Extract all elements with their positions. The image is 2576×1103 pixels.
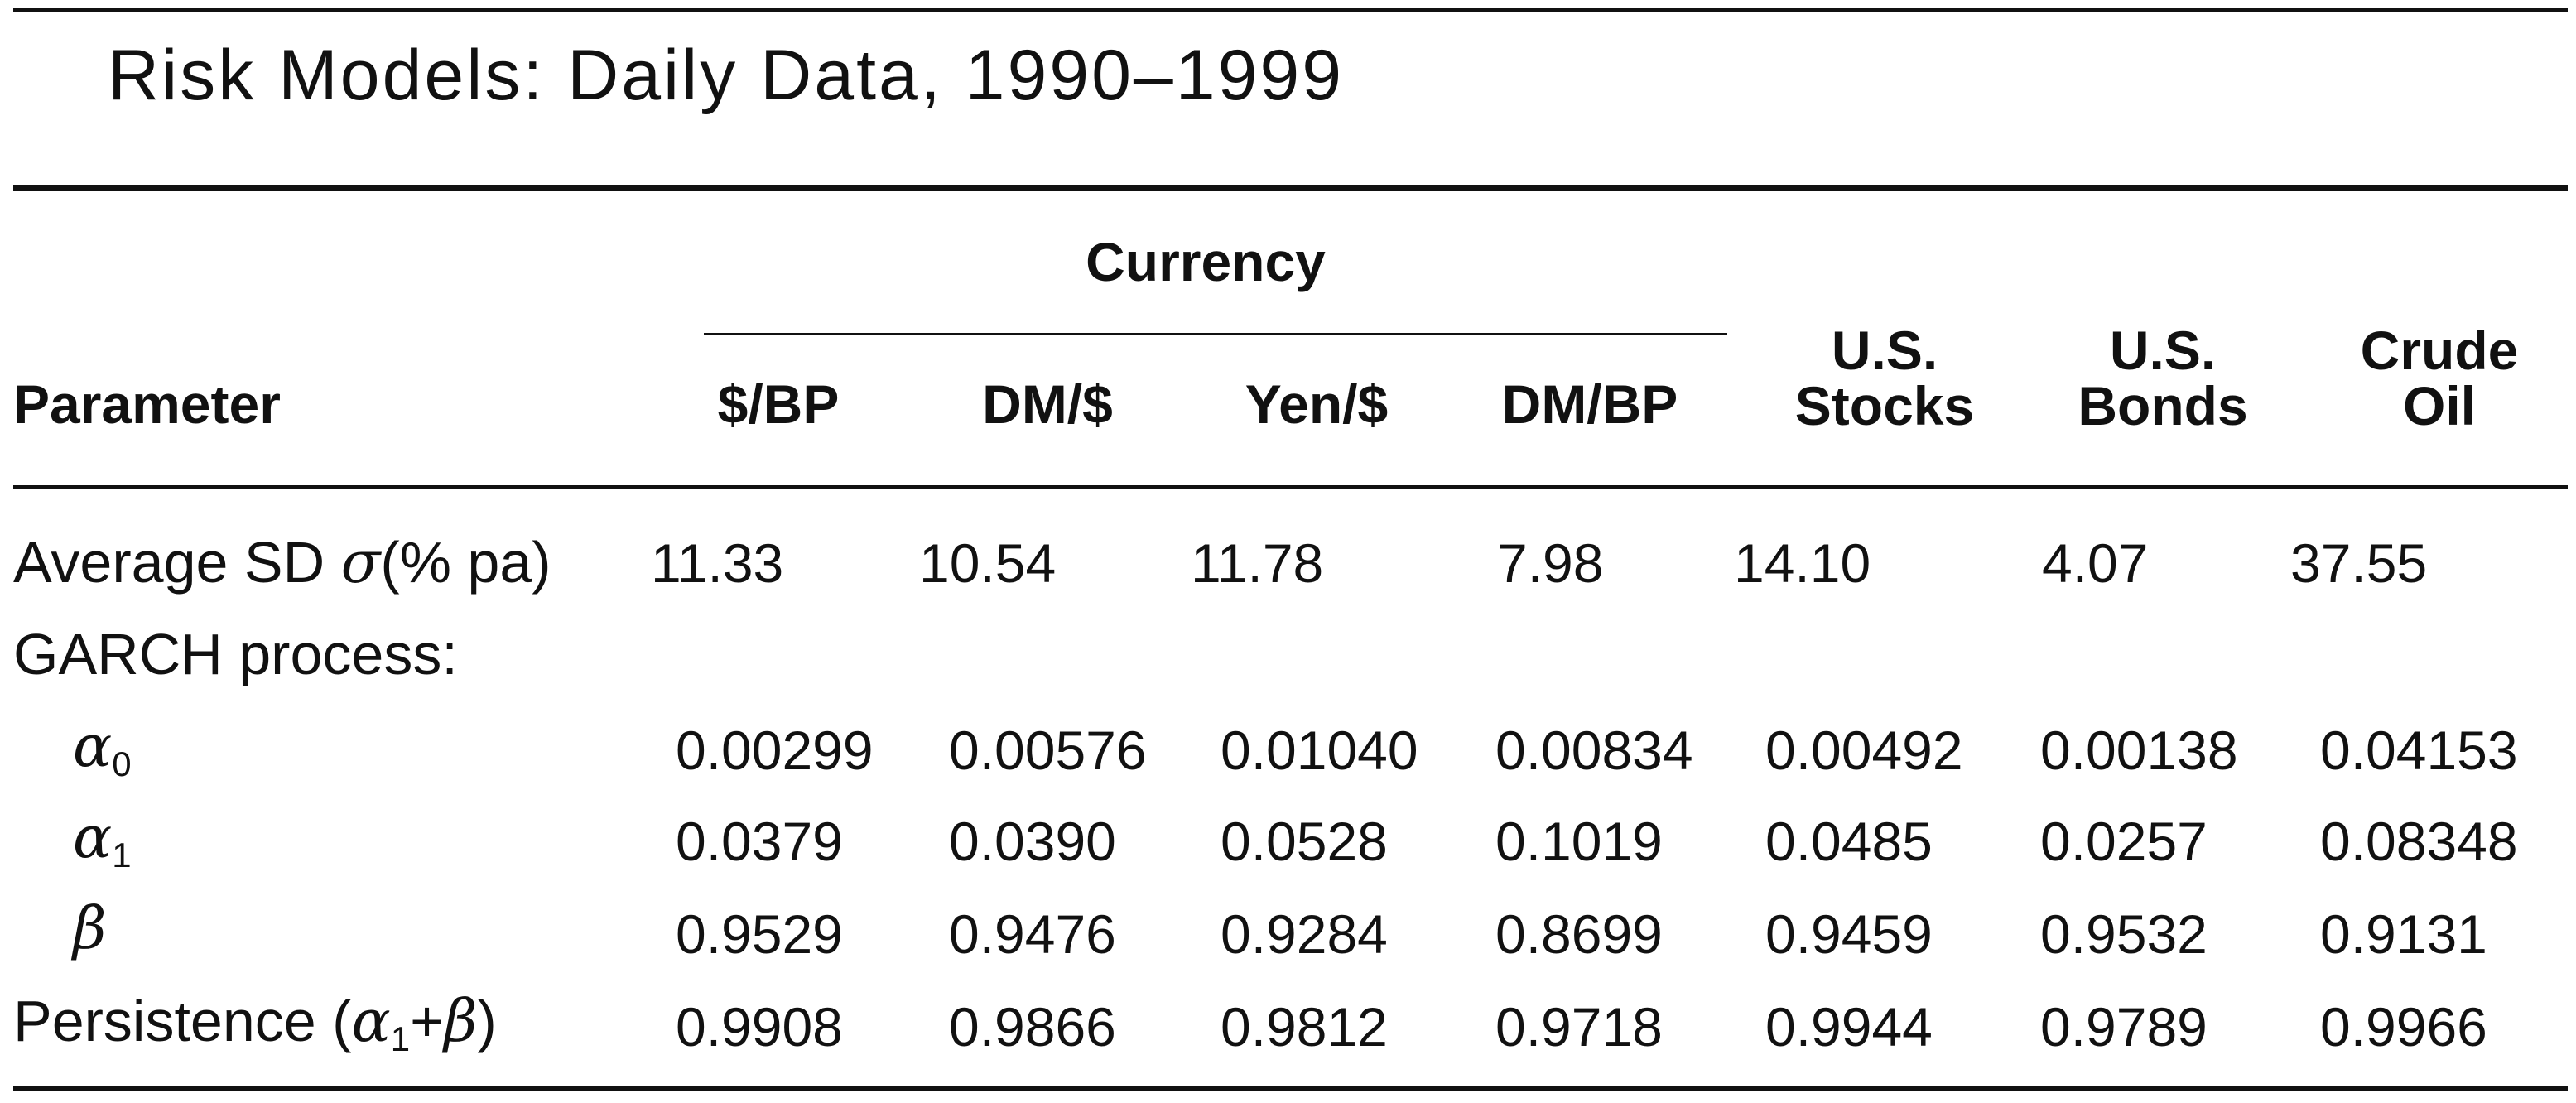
average-sd-value: 37.55	[2290, 532, 2428, 594]
average-sd-value: 10.54	[919, 532, 1057, 594]
persistence-value: 0.9718	[1495, 996, 1663, 1057]
beta-value: 0.8699	[1495, 903, 1663, 965]
currency-group-header: Currency	[1086, 231, 1326, 292]
page-title: Risk Models: Daily Data, 1990–1999	[108, 36, 1345, 115]
column-header-dm-gbp: DM/BP	[1501, 373, 1678, 435]
beta-value: 0.9476	[949, 903, 1116, 965]
alpha1-value: 0.0485	[1765, 811, 1933, 872]
average-sd-value: 7.98	[1497, 532, 1604, 594]
row-label-garch-process: GARCH process:	[13, 622, 458, 686]
column-header-crude-oil: Crude Oil	[2360, 320, 2519, 437]
column-header-us-bonds: U.S. Bonds	[2078, 320, 2248, 437]
beta-value: 0.9532	[2040, 903, 2208, 965]
alpha0-value: 0.01040	[1221, 720, 1418, 781]
alpha0-value: 0.00138	[2040, 720, 2238, 781]
beta-value: 0.9529	[676, 903, 843, 965]
persistence-value: 0.9812	[1221, 996, 1388, 1057]
row-label-persistence: Persistence (α1+β)	[13, 987, 497, 1058]
average-sd-value: 11.33	[651, 532, 784, 594]
alpha0-value: 0.00834	[1495, 720, 1693, 781]
bottom-rule	[13, 1086, 2568, 1091]
beta-value: 0.9459	[1765, 903, 1933, 965]
column-header-yen-usd: Yen/$	[1245, 373, 1389, 435]
row-label-alpha1: α1	[73, 803, 132, 874]
column-header-usd-gbp: $/BP	[717, 373, 840, 435]
parameter-header: Parameter	[13, 373, 281, 435]
average-sd-value: 14.10	[1734, 532, 1871, 594]
average-sd-value: 4.07	[2042, 532, 2149, 594]
row-label-average-sd: Average SD σ(% pa)	[13, 528, 551, 596]
title-rule	[13, 185, 2568, 191]
alpha0-value: 0.04153	[2320, 720, 2518, 781]
currency-group-rule	[704, 333, 1727, 335]
persistence-value: 0.9944	[1765, 996, 1933, 1057]
row-label-beta: β	[73, 894, 107, 962]
column-header-dm-usd: DM/$	[982, 373, 1113, 435]
persistence-value: 0.9966	[2320, 996, 2487, 1057]
alpha1-value: 0.1019	[1495, 811, 1663, 872]
column-header-us-stocks: U.S. Stocks	[1794, 320, 1975, 437]
alpha1-value: 0.08348	[2320, 811, 2518, 872]
alpha1-value: 0.0390	[949, 811, 1116, 872]
row-label-alpha0: α0	[73, 712, 132, 783]
alpha1-value: 0.0257	[2040, 811, 2208, 872]
beta-value: 0.9284	[1221, 903, 1388, 965]
alpha0-value: 0.00576	[949, 720, 1147, 781]
persistence-value: 0.9789	[2040, 996, 2208, 1057]
top-rule	[13, 8, 2568, 12]
alpha1-value: 0.0379	[676, 811, 843, 872]
alpha0-value: 0.00492	[1765, 720, 1963, 781]
alpha0-value: 0.00299	[676, 720, 874, 781]
beta-value: 0.9131	[2320, 903, 2487, 965]
header-rule	[13, 485, 2568, 489]
alpha1-value: 0.0528	[1221, 811, 1388, 872]
average-sd-value: 11.78	[1191, 532, 1324, 594]
persistence-value: 0.9866	[949, 996, 1116, 1057]
persistence-value: 0.9908	[676, 996, 843, 1057]
